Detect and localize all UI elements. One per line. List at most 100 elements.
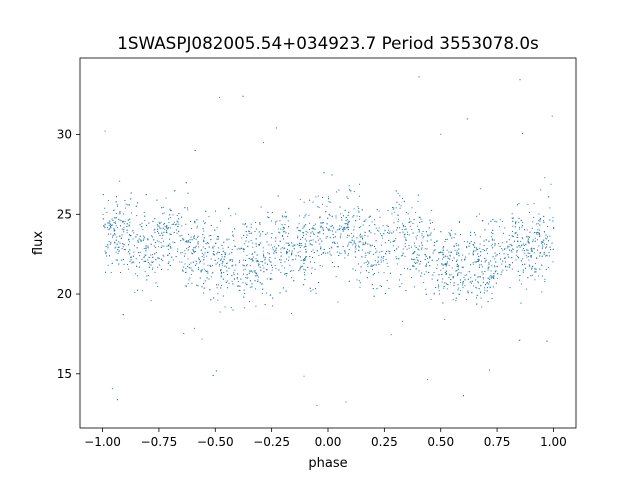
data-point	[163, 206, 165, 208]
data-point	[121, 247, 123, 249]
data-point	[298, 255, 300, 257]
data-point	[496, 265, 498, 267]
data-point	[412, 232, 414, 234]
data-point	[410, 246, 412, 248]
data-point	[275, 247, 277, 249]
data-point	[257, 279, 259, 281]
data-point	[138, 238, 140, 240]
data-point	[313, 224, 315, 226]
data-point	[276, 220, 278, 222]
data-point	[552, 248, 554, 250]
data-point	[221, 264, 223, 266]
data-point	[146, 275, 148, 277]
data-point	[347, 221, 349, 223]
data-point	[245, 282, 247, 284]
data-point	[228, 208, 230, 210]
data-point	[244, 224, 246, 226]
data-point	[130, 192, 132, 194]
data-point	[198, 246, 200, 248]
data-point	[404, 233, 406, 235]
data-point	[373, 273, 375, 275]
data-point	[482, 276, 484, 278]
data-point	[361, 256, 363, 258]
data-point	[491, 298, 493, 300]
data-point	[188, 279, 190, 281]
data-point	[243, 273, 245, 275]
data-point	[326, 236, 328, 238]
data-point	[451, 267, 453, 269]
data-point	[111, 388, 113, 390]
data-point	[283, 238, 285, 240]
data-point	[187, 209, 189, 211]
data-point	[266, 263, 268, 265]
data-point	[284, 230, 286, 232]
data-point	[358, 195, 360, 197]
data-point	[401, 254, 403, 256]
data-point	[187, 192, 189, 194]
data-point	[299, 242, 301, 244]
data-point	[110, 227, 112, 229]
data-point	[458, 220, 460, 222]
data-point	[492, 233, 494, 235]
data-point	[280, 272, 282, 274]
data-point	[188, 241, 190, 243]
data-point	[498, 252, 500, 254]
data-point	[459, 293, 461, 295]
data-point	[462, 266, 464, 268]
data-point	[483, 240, 485, 242]
data-point	[198, 259, 200, 261]
data-point	[243, 248, 245, 250]
data-point	[328, 228, 330, 230]
data-point	[223, 241, 225, 243]
data-point	[477, 276, 479, 278]
data-point	[476, 248, 478, 250]
data-point	[252, 256, 254, 258]
data-point	[167, 248, 169, 250]
data-point	[215, 242, 217, 244]
data-point	[522, 225, 524, 227]
data-point	[452, 277, 454, 279]
data-point	[161, 237, 163, 239]
data-point	[420, 218, 422, 220]
data-point	[305, 248, 307, 250]
data-point	[528, 242, 530, 244]
data-point	[495, 282, 497, 284]
data-point	[105, 251, 107, 253]
data-point	[522, 269, 524, 271]
data-point	[283, 231, 285, 233]
data-point	[380, 235, 382, 236]
data-point	[348, 211, 350, 213]
data-point	[192, 249, 194, 251]
data-point	[299, 246, 301, 248]
data-point	[175, 229, 177, 231]
data-point	[492, 247, 494, 249]
data-point	[314, 268, 316, 270]
data-point	[357, 245, 359, 247]
data-point	[224, 265, 226, 267]
data-point	[418, 245, 420, 247]
data-point	[508, 246, 510, 248]
data-point	[351, 239, 353, 241]
data-point	[184, 263, 186, 265]
data-point	[320, 222, 322, 224]
data-point	[519, 79, 521, 81]
data-point	[191, 269, 193, 271]
data-point	[139, 255, 140, 257]
data-point	[300, 243, 302, 245]
data-point	[517, 255, 519, 257]
data-point	[499, 245, 501, 247]
data-point	[541, 241, 543, 243]
data-point	[217, 293, 219, 295]
data-point	[478, 266, 480, 268]
data-point	[474, 274, 476, 276]
data-point	[221, 253, 223, 255]
data-point	[359, 215, 361, 217]
data-point	[129, 218, 131, 220]
data-point	[464, 256, 466, 258]
data-point	[256, 273, 258, 275]
data-point	[107, 227, 109, 229]
data-point	[368, 252, 370, 254]
data-point	[370, 245, 372, 247]
data-point	[481, 271, 483, 273]
data-point	[157, 228, 159, 230]
